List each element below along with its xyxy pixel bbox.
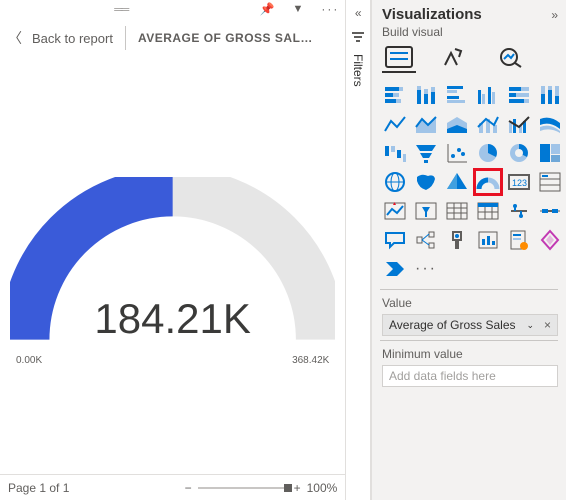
- stacked-column-icon[interactable]: [413, 83, 439, 107]
- more-icon[interactable]: ···: [321, 2, 339, 16]
- power-automate-icon[interactable]: [382, 257, 408, 281]
- donut-icon[interactable]: [506, 141, 532, 165]
- power-apps-icon[interactable]: [537, 228, 563, 252]
- filters-label: Filters: [351, 54, 365, 87]
- line-clustered-column-icon[interactable]: [506, 112, 532, 136]
- filled-map-icon[interactable]: [413, 170, 439, 194]
- tab-analytics[interactable]: [494, 43, 528, 73]
- minimum-field-well[interactable]: Add data fields here: [382, 365, 558, 387]
- filters-icon: [351, 30, 365, 44]
- page-indicator: Page 1 of 1: [8, 481, 69, 495]
- value-field-section: Value Average of Gross Sales ⌄ ×: [372, 290, 566, 340]
- remove-field-icon[interactable]: ×: [544, 318, 551, 332]
- minimum-placeholder: Add data fields here: [389, 369, 496, 383]
- line-chart-icon[interactable]: [382, 112, 408, 136]
- stacked-bar-icon[interactable]: [382, 83, 408, 107]
- qna-icon[interactable]: [382, 228, 408, 252]
- gauge-visual-icon[interactable]: [475, 170, 501, 194]
- tab-format-visual[interactable]: [438, 43, 472, 73]
- visualizations-panel: Visualizations » Build visual: [371, 0, 566, 500]
- zoom-in-icon[interactable]: +: [294, 481, 301, 495]
- gauge-min-label: 0.00K: [16, 355, 42, 366]
- expand-panel-icon[interactable]: »: [551, 8, 558, 22]
- divider: [125, 26, 126, 50]
- hundred-stacked-bar-icon[interactable]: [506, 83, 532, 107]
- area-chart-icon[interactable]: [413, 112, 439, 136]
- minimum-label: Minimum value: [382, 347, 558, 361]
- scatter-icon[interactable]: [444, 141, 470, 165]
- table-icon[interactable]: [444, 199, 470, 223]
- stacked-area-icon[interactable]: [444, 112, 470, 136]
- gauge-value: 184.21K: [10, 295, 335, 343]
- waterfall-icon[interactable]: [382, 141, 408, 165]
- slicer-icon[interactable]: [413, 199, 439, 223]
- matrix-icon[interactable]: [475, 199, 501, 223]
- build-visual-label: Build visual: [372, 25, 566, 43]
- visual-type-grid: 123 ···: [372, 77, 566, 289]
- gauge-max-label: 368.42K: [292, 355, 329, 366]
- zoom-slider[interactable]: [198, 487, 288, 489]
- clustered-bar-icon[interactable]: [444, 83, 470, 107]
- value-field-name: Average of Gross Sales: [389, 318, 516, 332]
- chevron-down-icon[interactable]: ⌄: [526, 320, 534, 331]
- page-title: AVERAGE OF GROSS SAL…: [138, 31, 313, 45]
- decomposition-tree-icon[interactable]: [413, 228, 439, 252]
- funnel-icon[interactable]: [413, 141, 439, 165]
- tab-build-visual[interactable]: [382, 43, 416, 73]
- chevron-left-icon[interactable]: «: [355, 6, 362, 20]
- status-bar: Page 1 of 1 − + 100%: [0, 474, 345, 500]
- visualizations-title: Visualizations: [382, 6, 482, 23]
- py-visual-icon[interactable]: [537, 199, 563, 223]
- treemap-icon[interactable]: [537, 141, 563, 165]
- report-header: 〈 Back to report AVERAGE OF GROSS SAL…: [0, 18, 345, 56]
- zoom-out-icon[interactable]: −: [185, 481, 192, 495]
- report-pane: ══ 📌 ▼ ··· 〈 Back to report AVERAGE OF G…: [0, 0, 345, 500]
- azure-map-icon[interactable]: [444, 170, 470, 194]
- zoom-value: 100%: [307, 481, 338, 495]
- map-icon[interactable]: [382, 170, 408, 194]
- paginated-report-icon[interactable]: [506, 228, 532, 252]
- key-influencers-icon[interactable]: [444, 228, 470, 252]
- ribbon-chart-icon[interactable]: [537, 112, 563, 136]
- multi-row-card-icon[interactable]: [537, 170, 563, 194]
- filter-icon[interactable]: ▼: [292, 3, 303, 15]
- pie-icon[interactable]: [475, 141, 501, 165]
- r-visual-icon[interactable]: [506, 199, 532, 223]
- smart-narrative-icon[interactable]: [475, 228, 501, 252]
- report-canvas: 184.21K 0.00K 368.42K: [0, 56, 345, 474]
- card-icon[interactable]: 123: [506, 170, 532, 194]
- drag-handle-icon[interactable]: ══: [114, 2, 127, 16]
- svg-text:123: 123: [512, 178, 527, 188]
- visualizations-header: Visualizations »: [372, 0, 566, 25]
- minimum-field-section: Minimum value Add data fields here: [372, 341, 566, 391]
- line-stacked-column-icon[interactable]: [475, 112, 501, 136]
- hundred-stacked-column-icon[interactable]: [537, 83, 563, 107]
- back-to-report-button[interactable]: 〈 Back to report: [8, 28, 113, 48]
- kpi-icon[interactable]: [382, 199, 408, 223]
- zoom-control[interactable]: − + 100%: [185, 481, 338, 495]
- filters-rail[interactable]: « Filters: [345, 0, 371, 500]
- panel-tab-bar: [372, 43, 566, 77]
- clustered-column-icon[interactable]: [475, 83, 501, 107]
- value-field-well[interactable]: Average of Gross Sales ⌄ ×: [382, 314, 558, 336]
- back-label: Back to report: [32, 31, 113, 46]
- more-visuals-icon[interactable]: ···: [413, 257, 439, 281]
- pin-icon[interactable]: 📌: [259, 2, 274, 16]
- value-label: Value: [382, 296, 558, 310]
- chevron-left-icon: 〈: [8, 28, 22, 48]
- card-toolbar: ══ 📌 ▼ ···: [0, 0, 345, 18]
- gauge-visual[interactable]: 184.21K 0.00K 368.42K: [10, 177, 335, 353]
